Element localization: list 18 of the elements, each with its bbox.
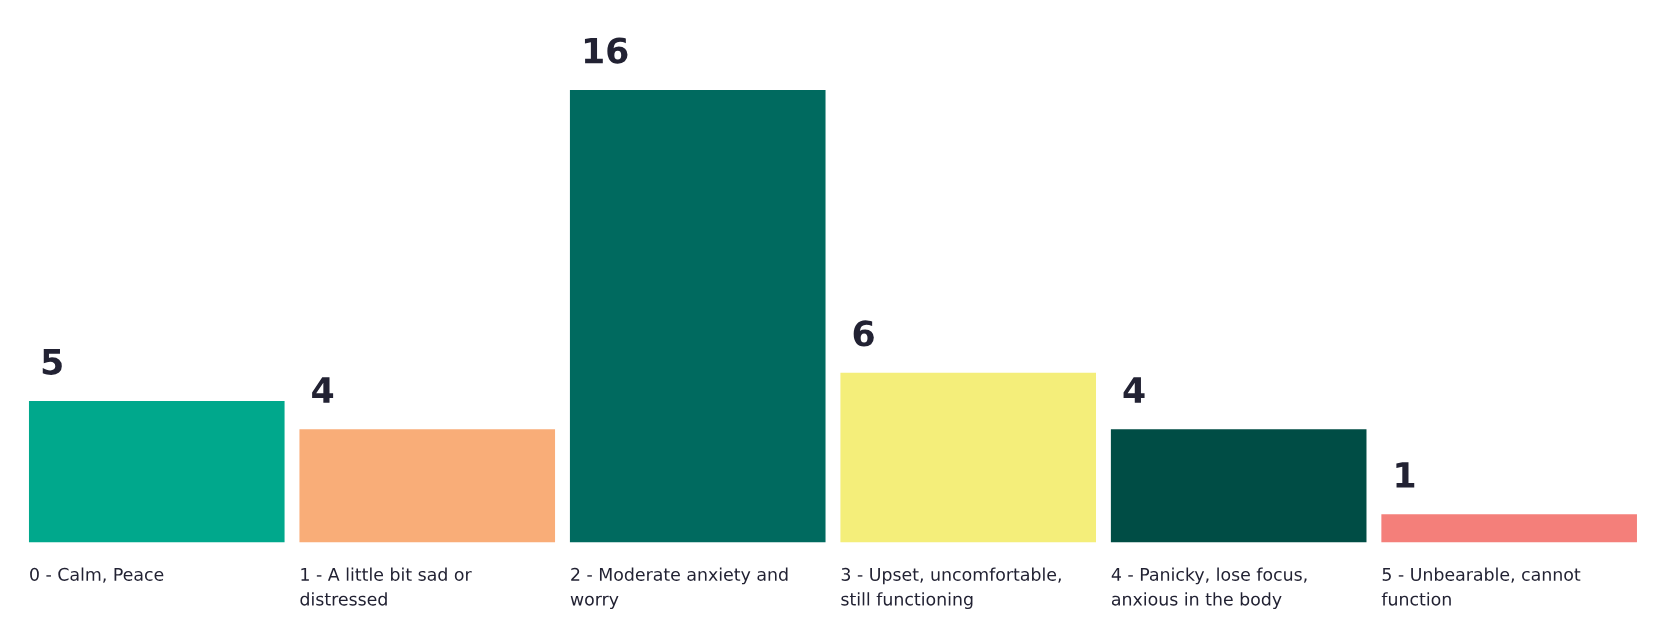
data-label: 4 xyxy=(1123,377,1145,403)
x-tick-label: 4 - Panicky, lose focus, anxious in the body xyxy=(1111,567,1307,610)
data-label: 6 xyxy=(853,320,874,347)
bar xyxy=(840,372,1097,543)
bar xyxy=(1381,514,1637,543)
x-tick-label: 3 - Upset, uncomfortable, still functioning xyxy=(841,567,1061,610)
bar xyxy=(569,89,826,543)
data-label: 16 xyxy=(584,37,628,64)
bar xyxy=(1110,429,1367,543)
x-tick-label: 1 - A little bit sad or distressed xyxy=(300,567,472,606)
x-tick-label: 0 - Calm, Peace xyxy=(30,567,164,583)
bar xyxy=(28,401,285,543)
x-tick-label: 5 - Unbearable, cannot function xyxy=(1381,567,1581,606)
data-label: 4 xyxy=(312,377,334,403)
x-tick-label: 2 - Moderate anxiety and worry xyxy=(570,567,788,610)
data-label: 1 xyxy=(1396,462,1415,488)
bar xyxy=(299,429,556,543)
data-label: 5 xyxy=(42,349,62,375)
